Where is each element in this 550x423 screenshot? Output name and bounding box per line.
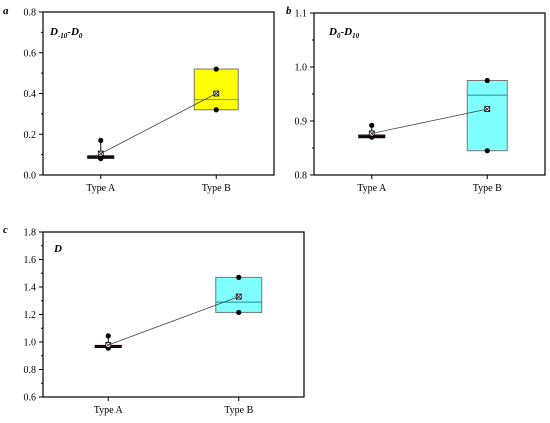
mean-connector — [371, 108, 488, 134]
y-tick-label: 0.8 — [24, 365, 37, 376]
data-point — [236, 309, 242, 316]
data-point — [484, 77, 490, 84]
y-tick-label: 1.0 — [24, 338, 37, 349]
mean-connector — [100, 93, 217, 154]
data-point — [484, 148, 490, 154]
y-tick-label: 0.6 — [24, 393, 37, 404]
y-tick-label: 1.8 — [24, 228, 37, 239]
y-tick-label: 0.2 — [24, 130, 37, 141]
panel-a: a D-10-D0 0.0 0.2 0.4 0.6 0.8 Type A Type B — [3, 5, 275, 194]
panel-c: c D 0.6 0.8 1.0 1.2 1.4 1.6 1.8 Type A Type B — [3, 224, 305, 416]
y-tick-label: 1.0 — [295, 63, 308, 74]
box-body — [193, 68, 239, 111]
panel-b: b D0-D10 0.8 0.9 1.0 1.1 Type A Type B — [286, 5, 546, 194]
data-point — [369, 122, 375, 128]
box-type-b — [193, 66, 239, 113]
box-body — [466, 80, 508, 152]
y-tick-label: 0.9 — [295, 117, 308, 128]
x-category-label: Type B — [224, 405, 253, 416]
y-tick-label: 1.1 — [295, 9, 308, 20]
x-category-label: Type B — [473, 183, 502, 194]
x-category-label: Type B — [202, 183, 231, 194]
y-tick-label: 0.0 — [24, 171, 37, 182]
panel-title: D-10-D0 — [49, 26, 83, 40]
data-point — [213, 66, 219, 72]
y-tick-label: 0.6 — [24, 48, 37, 59]
x-category-label: Type A — [86, 183, 116, 194]
box-type-b — [215, 274, 263, 316]
y-tick-label: 0.8 — [24, 8, 37, 19]
y-tick-label: 0.4 — [24, 89, 37, 100]
data-point — [213, 107, 219, 113]
panel-letter: c — [3, 224, 8, 236]
data-point — [236, 274, 242, 280]
y-tick-label: 1.4 — [24, 283, 37, 294]
y-tick-label: 0.8 — [295, 171, 308, 182]
data-point — [98, 137, 104, 143]
plot-frame — [42, 231, 305, 398]
x-category-label: Type A — [94, 405, 124, 416]
box-type-b — [466, 77, 508, 154]
panel-letter: b — [286, 5, 292, 17]
panel-title: D0-D10 — [328, 26, 360, 40]
x-category-label: Type A — [357, 183, 387, 194]
panel-title: D — [53, 243, 62, 255]
y-tick-label: 1.2 — [24, 310, 37, 321]
y-tick-label: 1.6 — [24, 255, 37, 266]
box-type-a — [87, 137, 115, 162]
data-point — [105, 333, 111, 339]
panel-letter: a — [3, 5, 9, 17]
data-point — [98, 156, 104, 162]
mean-connector — [108, 296, 239, 346]
